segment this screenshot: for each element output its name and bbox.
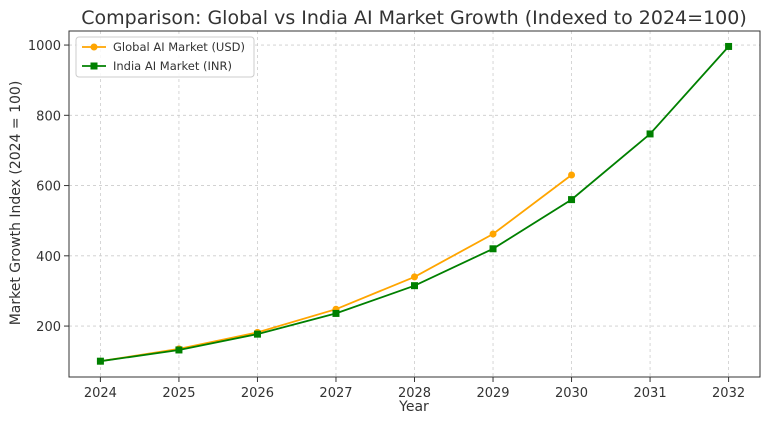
x-tick-label: 2025 bbox=[162, 386, 195, 401]
x-tick-label: 2029 bbox=[476, 386, 509, 401]
data-point bbox=[489, 245, 497, 253]
data-point bbox=[175, 346, 183, 354]
x-tick-label: 2026 bbox=[241, 386, 274, 401]
data-point bbox=[489, 230, 497, 238]
chart-title: Comparison: Global vs India AI Market Gr… bbox=[81, 7, 747, 29]
y-tick-label: 200 bbox=[36, 320, 61, 335]
y-axis-label: Market Growth Index (2024 = 100) bbox=[8, 81, 24, 326]
data-point bbox=[568, 196, 576, 204]
x-tick-label: 2024 bbox=[84, 386, 117, 401]
legend-box bbox=[75, 36, 255, 78]
y-tick-label: 800 bbox=[36, 109, 61, 124]
x-axis-ticks: 2024 2025 2026 2027 2028 2029 2030 2031 2032 bbox=[84, 377, 745, 401]
data-point bbox=[568, 171, 576, 179]
y-tick-label: 600 bbox=[36, 180, 61, 195]
data-point bbox=[411, 273, 418, 281]
data-point bbox=[646, 130, 654, 138]
legend-item: India AI Market (INR) bbox=[82, 59, 232, 73]
data-point bbox=[332, 309, 340, 317]
x-tick-label: 2030 bbox=[555, 386, 588, 401]
data-point bbox=[725, 42, 733, 50]
data-point bbox=[96, 357, 104, 365]
grid-lines bbox=[69, 31, 760, 377]
y-tick-label: 1000 bbox=[28, 39, 61, 54]
data-point bbox=[411, 282, 418, 290]
legend-item: Global AI Market (USD) bbox=[82, 40, 245, 54]
legend-marker bbox=[90, 43, 98, 51]
legend: Global AI Market (USD) India AI Market (I… bbox=[75, 36, 255, 78]
series-india bbox=[96, 42, 733, 365]
legend-label: India AI Market (INR) bbox=[113, 59, 232, 73]
legend-label: Global AI Market (USD) bbox=[113, 40, 245, 54]
series-layer bbox=[96, 42, 733, 365]
x-tick-label: 2028 bbox=[398, 386, 431, 401]
y-axis-ticks: 200 400 600 800 1000 bbox=[28, 39, 69, 335]
data-point bbox=[253, 330, 261, 338]
x-tick-label: 2032 bbox=[712, 386, 745, 401]
x-axis-label: Year bbox=[398, 399, 429, 415]
legend-marker bbox=[90, 62, 98, 70]
x-tick-label: 2031 bbox=[634, 386, 667, 401]
x-tick-label: 2027 bbox=[319, 386, 352, 401]
y-tick-label: 400 bbox=[36, 250, 61, 265]
